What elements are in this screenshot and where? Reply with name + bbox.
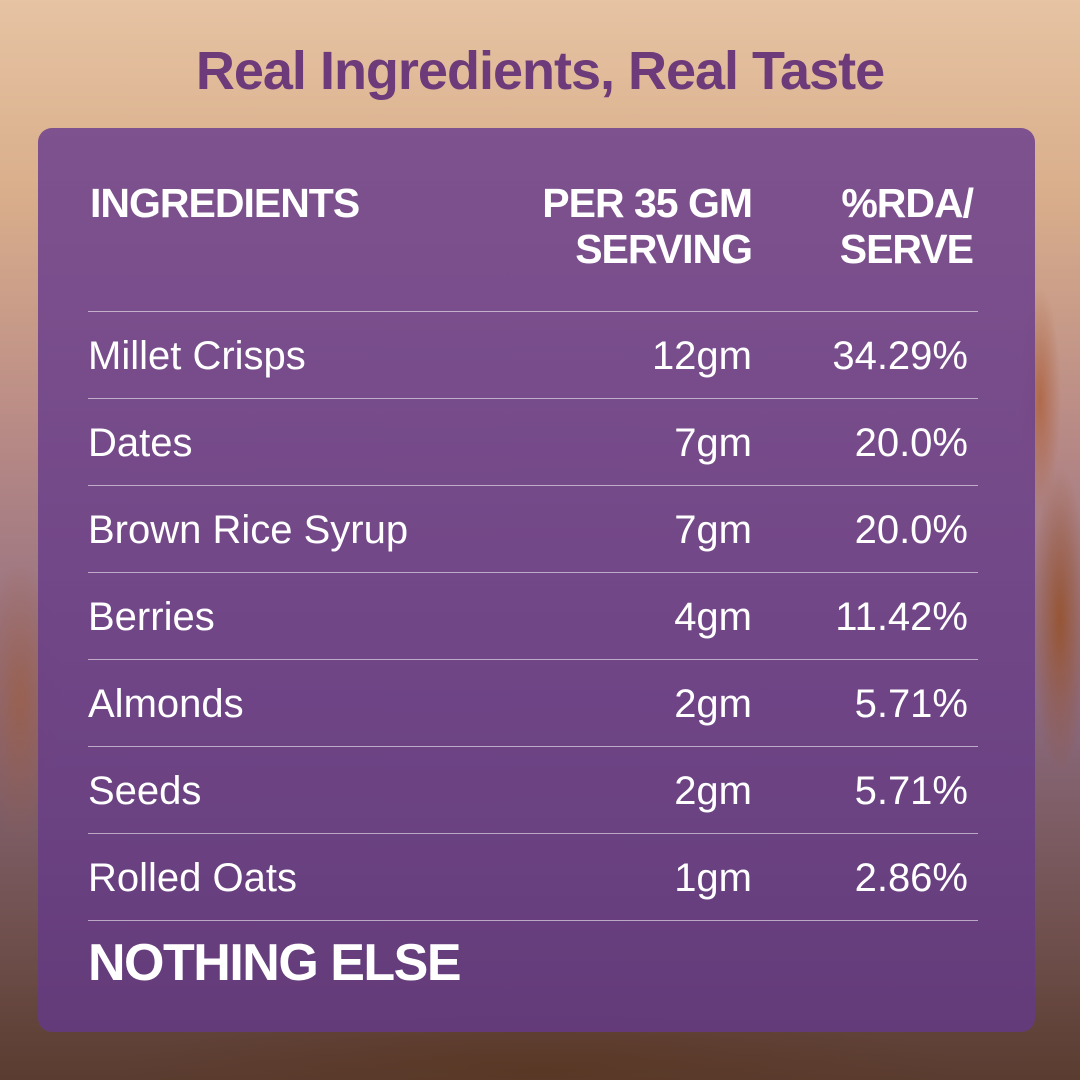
- ingredient-amount: 4gm: [674, 595, 752, 639]
- header-per-serving: PER 35 GM SERVING: [542, 180, 753, 272]
- header-rda-line1: %RDA/: [841, 180, 974, 226]
- ingredient-rda: 20.0%: [854, 421, 968, 465]
- ingredient-name: Seeds: [88, 769, 202, 813]
- ingredient-rda: 11.42%: [835, 595, 968, 639]
- ingredient-amount: 7gm: [674, 508, 752, 552]
- table-row: Brown Rice Syrup 7gm 20.0%: [88, 485, 978, 572]
- header-rda-line2: SERVE: [839, 226, 974, 272]
- ingredient-name: Dates: [88, 421, 193, 465]
- ingredient-amount: 7gm: [674, 421, 752, 465]
- header-per-serving-line1: PER 35 GM: [542, 180, 753, 226]
- ingredient-name: Almonds: [88, 682, 244, 726]
- ingredient-rda: 2.86%: [854, 856, 968, 900]
- table-row: Dates 7gm 20.0%: [88, 398, 978, 485]
- footer-nothing-else: NOTHING ELSE: [88, 934, 462, 992]
- ingredient-rda: 5.71%: [854, 682, 968, 726]
- table-row: Rolled Oats 1gm 2.86%: [88, 833, 978, 920]
- ingredient-name: Berries: [88, 595, 215, 639]
- header-ingredients: INGREDIENTS: [90, 180, 360, 226]
- ingredient-name: Rolled Oats: [88, 856, 297, 900]
- divider: [88, 920, 978, 921]
- ingredient-amount: 12gm: [651, 334, 752, 378]
- table-row: Almonds 2gm 5.71%: [88, 659, 978, 746]
- header-per-serving-line2: SERVING: [575, 226, 753, 272]
- page-title: Real Ingredients, Real Taste: [195, 41, 885, 101]
- table-row: Seeds 2gm 5.71%: [88, 746, 978, 833]
- table-row: Berries 4gm 11.42%: [88, 572, 978, 659]
- ingredient-rda: 34.29%: [832, 334, 968, 378]
- ingredient-rda: 20.0%: [854, 508, 968, 552]
- ingredient-amount: 2gm: [674, 769, 752, 813]
- table-row: Millet Crisps 12gm 34.29%: [88, 311, 978, 398]
- ingredient-name: Millet Crisps: [88, 334, 306, 378]
- ingredient-amount: 1gm: [674, 856, 752, 900]
- ingredient-amount: 2gm: [674, 682, 752, 726]
- ingredient-name: Brown Rice Syrup: [88, 508, 409, 552]
- ingredients-table: INGREDIENTS PER 35 GM SERVING %RDA/ SERV…: [38, 128, 1035, 1032]
- ingredient-rda: 5.71%: [854, 769, 968, 813]
- header-rda: %RDA/ SERVE: [839, 180, 974, 272]
- table-body: Millet Crisps 12gm 34.29% Dates 7gm 20.0% Brow…: [88, 311, 978, 921]
